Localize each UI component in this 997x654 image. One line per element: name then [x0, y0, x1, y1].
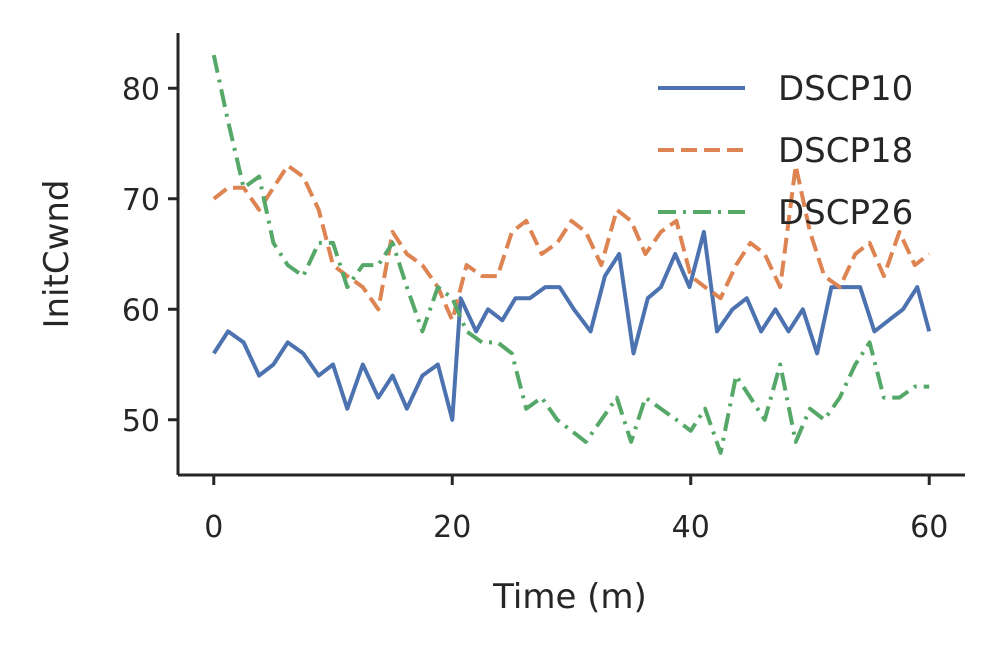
y-tick-label: 70	[122, 183, 160, 218]
series-layer	[211, 54, 932, 455]
axes-layer	[176, 33, 965, 477]
legend-label-dscp10: DSCP10	[778, 69, 913, 109]
x-tick-label: 60	[910, 510, 948, 545]
ticks-layer: 0 20 40 60 50 60 70 80	[122, 72, 949, 545]
series-line-dscp26	[211, 54, 930, 455]
y-tick-label: 60	[122, 293, 160, 328]
legend: DSCP10 DSCP18 DSCP26	[658, 69, 913, 233]
legend-label-dscp26: DSCP26	[778, 193, 913, 233]
x-tick-label: 0	[204, 510, 223, 545]
x-axis-label: Time (m)	[492, 577, 647, 617]
y-tick-label: 80	[122, 72, 160, 107]
y-axis-label: InitCwnd	[37, 179, 77, 328]
x-tick-label: 20	[433, 510, 471, 545]
x-tick-label: 40	[672, 510, 710, 545]
legend-label-dscp18: DSCP18	[778, 131, 913, 171]
series-line-dscp18	[212, 163, 931, 323]
series-line-dscp10	[212, 229, 932, 422]
y-tick-label: 50	[122, 404, 160, 439]
